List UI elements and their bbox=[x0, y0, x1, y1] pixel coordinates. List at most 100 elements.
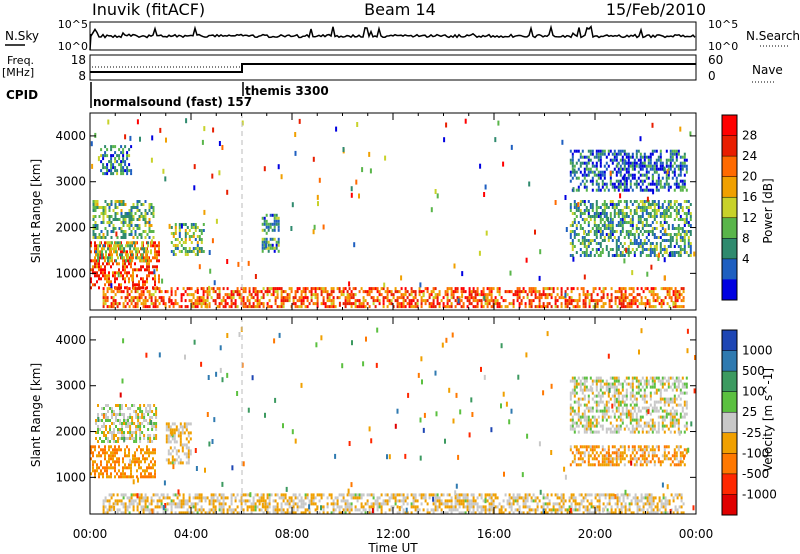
range-cell bbox=[568, 496, 571, 500]
range-cell bbox=[178, 502, 181, 506]
range-cell bbox=[148, 203, 151, 206]
range-cell bbox=[651, 122, 654, 128]
range-cell bbox=[552, 505, 555, 509]
range-cell bbox=[468, 293, 471, 297]
range-cell bbox=[613, 215, 616, 218]
range-cell bbox=[316, 299, 319, 303]
range-cell bbox=[597, 445, 600, 449]
range-cell bbox=[348, 493, 351, 497]
range-cell bbox=[657, 167, 660, 171]
range-cell bbox=[597, 176, 600, 180]
range-cell bbox=[129, 425, 132, 428]
range-cell bbox=[316, 287, 319, 291]
range-cell bbox=[336, 502, 339, 506]
range-cell bbox=[400, 493, 403, 497]
range-cell bbox=[645, 209, 648, 212]
range-cell bbox=[161, 278, 164, 284]
range-cell bbox=[599, 176, 602, 180]
range-cell bbox=[105, 250, 107, 254]
range-cell bbox=[136, 203, 139, 206]
range-cell bbox=[128, 233, 131, 236]
range-cell bbox=[601, 448, 604, 452]
range-cell bbox=[110, 296, 113, 300]
range-cell bbox=[583, 254, 586, 257]
range-cell bbox=[416, 305, 419, 309]
range-cell bbox=[679, 233, 682, 236]
range-cell bbox=[152, 448, 154, 452]
range-cell bbox=[136, 305, 139, 309]
range-cell bbox=[671, 164, 674, 168]
range-cell bbox=[129, 413, 132, 416]
range-cell bbox=[273, 216, 276, 220]
range-cell bbox=[568, 508, 571, 512]
range-cell bbox=[629, 161, 632, 165]
range-cell bbox=[657, 252, 660, 258]
range-cell bbox=[116, 160, 119, 164]
range-cell bbox=[634, 502, 637, 506]
range-cell bbox=[453, 263, 456, 269]
range-cell bbox=[448, 505, 451, 509]
range-cell bbox=[595, 206, 598, 209]
range-cell bbox=[615, 152, 618, 156]
range-cell bbox=[210, 296, 213, 300]
range-cell bbox=[144, 472, 146, 476]
range-cell bbox=[250, 508, 253, 512]
range-cell bbox=[591, 188, 594, 192]
range-cell bbox=[144, 215, 147, 218]
range-cell bbox=[160, 493, 163, 497]
range-cell bbox=[111, 437, 113, 440]
range-cell bbox=[158, 296, 161, 300]
range-cell bbox=[464, 290, 467, 294]
range-cell bbox=[132, 218, 135, 221]
range-cell bbox=[124, 454, 126, 458]
range-cell bbox=[624, 287, 627, 291]
range-cell bbox=[186, 499, 189, 503]
range-cell bbox=[472, 499, 475, 503]
range-cell bbox=[472, 496, 475, 500]
range-cell bbox=[518, 287, 521, 291]
range-cell bbox=[109, 440, 111, 443]
range-cell bbox=[627, 215, 630, 218]
range-cell bbox=[637, 245, 640, 248]
range-cell bbox=[306, 299, 309, 303]
range-cell bbox=[596, 505, 599, 509]
range-cell bbox=[646, 508, 649, 512]
range-cell bbox=[504, 508, 507, 512]
range-cell bbox=[182, 241, 185, 244]
range-cell bbox=[438, 293, 441, 297]
range-cell bbox=[462, 287, 465, 291]
range-cell bbox=[149, 434, 152, 437]
range-cell bbox=[275, 240, 278, 244]
range-cell bbox=[170, 511, 173, 515]
range-cell bbox=[182, 496, 185, 500]
range-cell bbox=[400, 499, 403, 503]
range-cell bbox=[286, 296, 289, 300]
range-cell bbox=[400, 305, 403, 309]
range-cell bbox=[268, 299, 271, 303]
range-cell bbox=[174, 238, 177, 241]
range-cell bbox=[516, 508, 519, 512]
range-cell bbox=[148, 448, 150, 452]
range-cell bbox=[587, 173, 590, 177]
range-cell bbox=[420, 502, 423, 506]
range-cell bbox=[136, 283, 138, 287]
range-cell bbox=[592, 287, 595, 291]
range-cell bbox=[628, 293, 631, 297]
range-cell bbox=[579, 227, 582, 230]
range-cell bbox=[594, 305, 597, 309]
range-cell bbox=[470, 296, 473, 300]
range-cell bbox=[118, 460, 120, 464]
range-cell bbox=[108, 206, 111, 209]
range-cell bbox=[107, 259, 109, 263]
range-cell bbox=[585, 185, 588, 189]
range-cell bbox=[90, 448, 92, 452]
range-cell bbox=[606, 511, 609, 515]
range-cell bbox=[148, 454, 150, 458]
range-cell bbox=[133, 440, 136, 443]
range-cell bbox=[522, 296, 525, 300]
range-cell bbox=[154, 283, 156, 287]
range-cell bbox=[410, 293, 413, 297]
range-cell bbox=[114, 157, 117, 161]
range-cell bbox=[634, 299, 637, 303]
range-cell bbox=[136, 508, 139, 512]
